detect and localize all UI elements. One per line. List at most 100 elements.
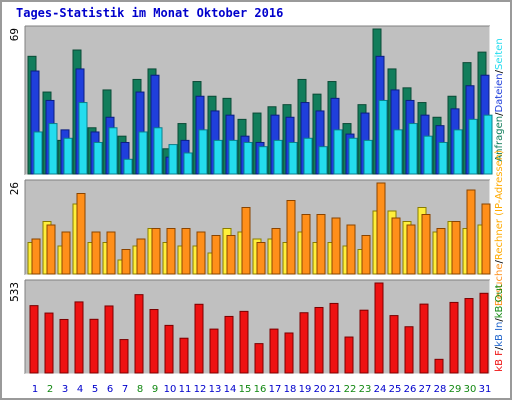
bar-besuche xyxy=(331,217,341,275)
bar-besuche xyxy=(346,224,356,275)
bar-kb-f xyxy=(119,339,129,374)
bar-kb-f xyxy=(479,292,489,374)
bar-seiten xyxy=(228,139,238,175)
bar-seiten xyxy=(243,141,253,175)
bar-seiten xyxy=(93,141,103,175)
x-tick-label-day: 3 xyxy=(62,384,68,395)
bar-kb-f xyxy=(209,328,219,374)
bar-kb-f xyxy=(104,305,114,374)
bar-kb-f xyxy=(329,302,339,374)
bar-besuche xyxy=(46,224,56,275)
bar-besuche xyxy=(286,200,296,275)
bar-seiten xyxy=(273,139,283,175)
legend-entry: / xyxy=(494,112,505,116)
bar-besuche xyxy=(196,231,206,275)
bar-seiten xyxy=(408,123,418,175)
bar-seiten xyxy=(363,139,373,175)
bar-besuche xyxy=(391,217,401,275)
x-tick-label-day: 8 xyxy=(137,384,143,395)
legend-entry: Besuche xyxy=(494,264,505,307)
bar-besuche xyxy=(481,203,491,275)
bar-besuche xyxy=(421,214,431,275)
bar-besuche xyxy=(316,214,326,275)
x-tick-label-day: 29 xyxy=(449,384,462,395)
bar-seiten xyxy=(378,99,388,175)
bar-kb-f xyxy=(194,303,204,374)
bar-besuche xyxy=(151,228,161,275)
bar-besuche xyxy=(466,189,476,275)
legend-entry: Anfragen xyxy=(494,116,505,162)
x-tick-label-day: 5 xyxy=(92,384,98,395)
chart-title: Tages-Statistik im Monat Oktober 2016 xyxy=(16,6,284,20)
bar-seiten xyxy=(468,118,478,175)
legend-entry: Rechner (IP-Adressen) xyxy=(494,150,505,260)
legend-top: Anfragen/Dateien/Seiten xyxy=(494,38,505,161)
bar-kb-f xyxy=(299,312,309,374)
bar-kb-f xyxy=(74,301,84,374)
bar-seiten xyxy=(318,146,328,175)
y-axis-max-label: 26 xyxy=(8,182,21,195)
bar-seiten xyxy=(183,152,193,175)
bar-kb-f xyxy=(254,343,264,374)
legend-entry: kB F xyxy=(494,350,505,372)
bar-besuche xyxy=(76,193,86,275)
x-tick-label-day: 23 xyxy=(359,384,372,395)
bar-seiten xyxy=(258,146,268,175)
legend-entry: kB Out xyxy=(494,284,505,318)
x-tick-label-day: 28 xyxy=(434,384,447,395)
bar-besuche xyxy=(61,231,71,275)
x-tick-label-day: 25 xyxy=(389,384,402,395)
bar-kb-f xyxy=(29,305,39,374)
legend-entry: / xyxy=(494,260,505,264)
bar-kb-f xyxy=(44,312,54,374)
x-tick-label-day: 18 xyxy=(284,384,297,395)
bar-besuche xyxy=(211,235,221,275)
bar-seiten xyxy=(123,158,133,175)
legend-entry: / xyxy=(494,346,505,350)
bar-kb-f xyxy=(449,301,459,374)
bar-seiten xyxy=(108,127,118,175)
y-axis-max-label: 533 xyxy=(8,282,21,302)
legend-entry: / xyxy=(494,318,505,322)
legend-entry: Dateien xyxy=(494,73,505,112)
bar-seiten xyxy=(423,135,433,175)
bar-seiten xyxy=(48,123,58,175)
bar-seiten xyxy=(63,137,73,175)
x-tick-label-day: 11 xyxy=(179,384,192,395)
bar-kb-f xyxy=(344,336,354,374)
bar-seiten xyxy=(453,129,463,175)
x-tick-label-day: 10 xyxy=(164,384,177,395)
legend-mid: Besuche/Rechner (IP-Adressen) xyxy=(494,150,505,306)
x-tick-label-day: 24 xyxy=(374,384,387,395)
bar-besuche xyxy=(451,221,461,275)
x-tick-label-day: 13 xyxy=(209,384,222,395)
bar-besuche xyxy=(406,224,416,275)
y-axis-max-label: 69 xyxy=(8,28,21,41)
bar-kb-f xyxy=(164,324,174,374)
bar-kb-f xyxy=(179,337,189,374)
legend-entry: / xyxy=(494,69,505,73)
bar-seiten xyxy=(348,137,358,175)
bar-kb-f xyxy=(224,315,234,374)
bar-besuche xyxy=(271,228,281,275)
bar-seiten xyxy=(168,144,178,175)
bar-kb-f xyxy=(419,303,429,374)
bar-besuche xyxy=(166,228,176,275)
bar-seiten xyxy=(138,131,148,175)
bar-seiten xyxy=(438,141,448,175)
x-tick-label-day: 12 xyxy=(194,384,207,395)
bar-kb-f xyxy=(89,318,99,374)
bar-kb-f xyxy=(134,294,144,374)
x-tick-label-day: 30 xyxy=(464,384,477,395)
bar-kb-f xyxy=(149,309,159,374)
bar-besuche xyxy=(136,238,146,275)
bar-besuche xyxy=(106,231,116,275)
x-tick-label-day: 14 xyxy=(224,384,237,395)
bar-seiten xyxy=(78,102,88,175)
bar-besuche xyxy=(301,214,311,275)
x-tick-label-day: 21 xyxy=(329,384,342,395)
bar-kb-f xyxy=(269,328,279,374)
bar-besuche xyxy=(376,182,386,275)
bar-kb-f xyxy=(374,282,384,374)
